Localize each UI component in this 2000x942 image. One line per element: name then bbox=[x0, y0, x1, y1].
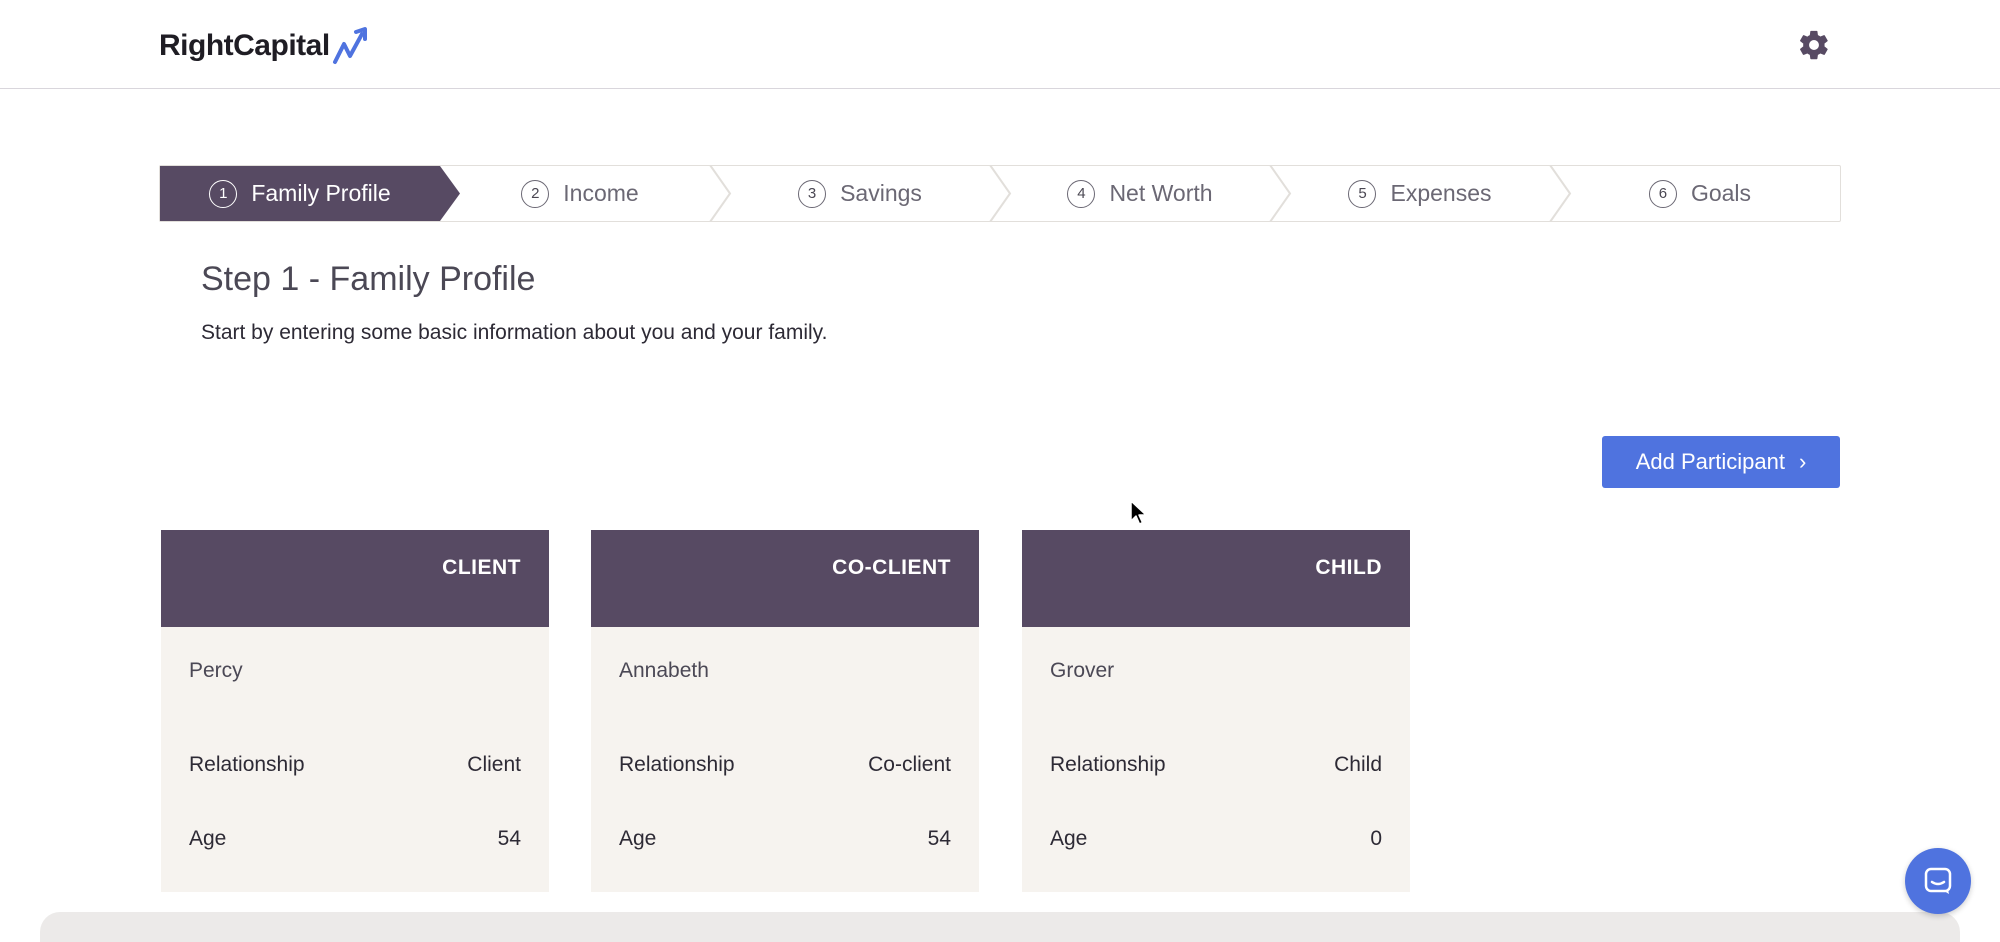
step-divider bbox=[1269, 165, 1292, 222]
card-header: CO-CLIENT bbox=[591, 530, 979, 627]
relationship-row: Relationship Child bbox=[1050, 753, 1382, 777]
age-value: 0 bbox=[1370, 827, 1382, 850]
relationship-label: Relationship bbox=[189, 753, 305, 776]
step-savings[interactable]: 3 Savings bbox=[720, 165, 1012, 222]
step-number: 2 bbox=[521, 179, 550, 208]
chevron-right-icon: › bbox=[1798, 449, 1807, 474]
age-label: Age bbox=[1050, 827, 1088, 850]
chat-icon bbox=[1924, 867, 1952, 894]
participant-name: Percy bbox=[189, 659, 243, 682]
top-bar: RightCapital bbox=[0, 0, 2000, 89]
gear-icon[interactable] bbox=[1797, 28, 1831, 62]
card-header: CLIENT bbox=[161, 530, 549, 627]
logo-text: RightCapital bbox=[159, 29, 330, 62]
participant-card-child[interactable]: CHILD Grover Relationship Child Age 0 bbox=[1022, 530, 1410, 892]
add-participant-button[interactable]: Add Participant › bbox=[1602, 436, 1840, 488]
relationship-value: Co-client bbox=[868, 753, 951, 776]
bottom-panel-edge bbox=[40, 912, 1960, 942]
participant-card-client[interactable]: CLIENT Percy Relationship Client Age 54 bbox=[161, 530, 549, 892]
page-title: Step 1 - Family Profile bbox=[201, 260, 536, 298]
relationship-value: Child bbox=[1334, 753, 1382, 776]
step-divider bbox=[709, 165, 732, 222]
age-label: Age bbox=[619, 827, 657, 850]
add-participant-label: Add Participant bbox=[1635, 449, 1785, 474]
step-label: Savings bbox=[840, 180, 922, 206]
step-net-worth[interactable]: 4 Net Worth bbox=[1000, 165, 1292, 222]
age-value: 54 bbox=[927, 827, 951, 850]
relationship-label: Relationship bbox=[1050, 753, 1166, 776]
logo-chart-icon bbox=[332, 27, 367, 64]
step-label: Income bbox=[563, 180, 639, 206]
card-role: CHILD bbox=[1315, 556, 1382, 579]
step-number: 4 bbox=[1067, 179, 1096, 208]
step-number: 5 bbox=[1348, 179, 1377, 208]
step-family-profile[interactable]: 1 Family Profile bbox=[160, 166, 460, 221]
relationship-value: Client bbox=[467, 753, 521, 776]
logo[interactable]: RightCapital bbox=[159, 24, 374, 68]
chat-launcher-button[interactable] bbox=[1905, 848, 1971, 914]
step-label: Goals bbox=[1690, 180, 1752, 206]
step-divider bbox=[1549, 165, 1572, 222]
step-number: 1 bbox=[209, 179, 238, 208]
age-row: Age 54 bbox=[189, 827, 521, 851]
age-value: 54 bbox=[497, 827, 521, 850]
relationship-label: Relationship bbox=[619, 753, 735, 776]
card-role: CO-CLIENT bbox=[832, 556, 951, 579]
progress-stepper: 1 Family Profile 2 Income 3 Savings 4 Ne… bbox=[159, 165, 1841, 222]
relationship-row: Relationship Client bbox=[189, 753, 521, 777]
age-row: Age 0 bbox=[1050, 827, 1382, 851]
participant-card-co-client[interactable]: CO-CLIENT Annabeth Relationship Co-clien… bbox=[591, 530, 979, 892]
step-number: 6 bbox=[1648, 179, 1677, 208]
step-label: Expenses bbox=[1390, 180, 1492, 206]
participant-name: Grover bbox=[1050, 659, 1115, 682]
step-expenses[interactable]: 5 Expenses bbox=[1280, 165, 1572, 222]
step-divider bbox=[989, 165, 1012, 222]
age-row: Age 54 bbox=[619, 827, 951, 851]
step-label: Family Profile bbox=[251, 180, 391, 206]
age-label: Age bbox=[189, 827, 227, 850]
page-description: Start by entering some basic information… bbox=[201, 321, 828, 344]
participant-name: Annabeth bbox=[619, 659, 709, 682]
step-goals[interactable]: 6 Goals bbox=[1560, 166, 1840, 221]
step-label: Net Worth bbox=[1109, 180, 1213, 206]
mouse-cursor-icon bbox=[1130, 500, 1147, 525]
step-income[interactable]: 2 Income bbox=[440, 165, 732, 222]
relationship-row: Relationship Co-client bbox=[619, 753, 951, 777]
step-arrow bbox=[440, 166, 460, 221]
card-header: CHILD bbox=[1022, 530, 1410, 627]
step-number: 3 bbox=[798, 179, 827, 208]
card-role: CLIENT bbox=[442, 556, 521, 579]
